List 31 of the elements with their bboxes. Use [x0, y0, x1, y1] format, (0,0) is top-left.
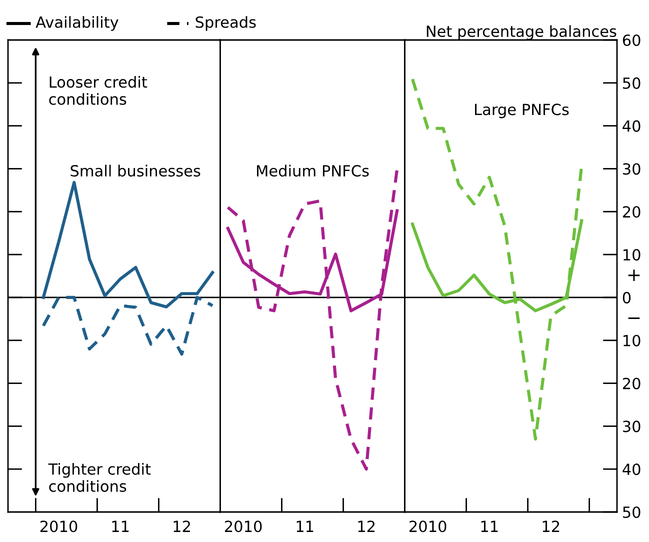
y-tick-label: 40 — [622, 120, 640, 132]
text: Availability — [36, 16, 118, 31]
y-tick-label: 60 — [622, 34, 640, 46]
x-tick-label: 12 — [358, 520, 375, 532]
x-tick-label: 2010 — [410, 520, 446, 532]
annotation: Looser credit conditions — [49, 76, 148, 105]
y-tick-label: 50 — [623, 77, 640, 89]
x-tick-label: 11 — [296, 520, 314, 532]
annotation: Tighter credit conditions — [48, 463, 151, 492]
y-tick-label: 50 — [623, 506, 640, 518]
y-axis-title: Net percentage balances — [426, 25, 616, 40]
x-tick-label: 11 — [481, 520, 498, 532]
x-tick-label: 2010 — [224, 520, 262, 532]
y-tick-label: 0 — [622, 292, 631, 304]
text: + — [628, 270, 640, 281]
x-tick-label: 12 — [174, 520, 190, 532]
y-tick-label: 20 — [622, 206, 640, 218]
text: Spreads — [196, 16, 256, 31]
y-tick-label: 10 — [624, 334, 640, 346]
annotation: Large PNFCs — [475, 104, 569, 118]
y-tick-label: 10 — [624, 249, 640, 261]
x-tick-label: 11 — [112, 520, 129, 532]
y-tick-label: 20 — [622, 378, 640, 390]
annotation: Small businesses — [70, 164, 200, 177]
x-tick-label: 12 — [542, 520, 560, 532]
y-tick-label: 30 — [623, 420, 640, 432]
x-tick-label: 2010 — [40, 520, 78, 532]
y-tick-label: 40 — [622, 464, 640, 476]
y-tick-label: 30 — [623, 163, 640, 175]
text: − — [628, 317, 640, 319]
annotation: Medium PNFCs — [257, 164, 369, 177]
